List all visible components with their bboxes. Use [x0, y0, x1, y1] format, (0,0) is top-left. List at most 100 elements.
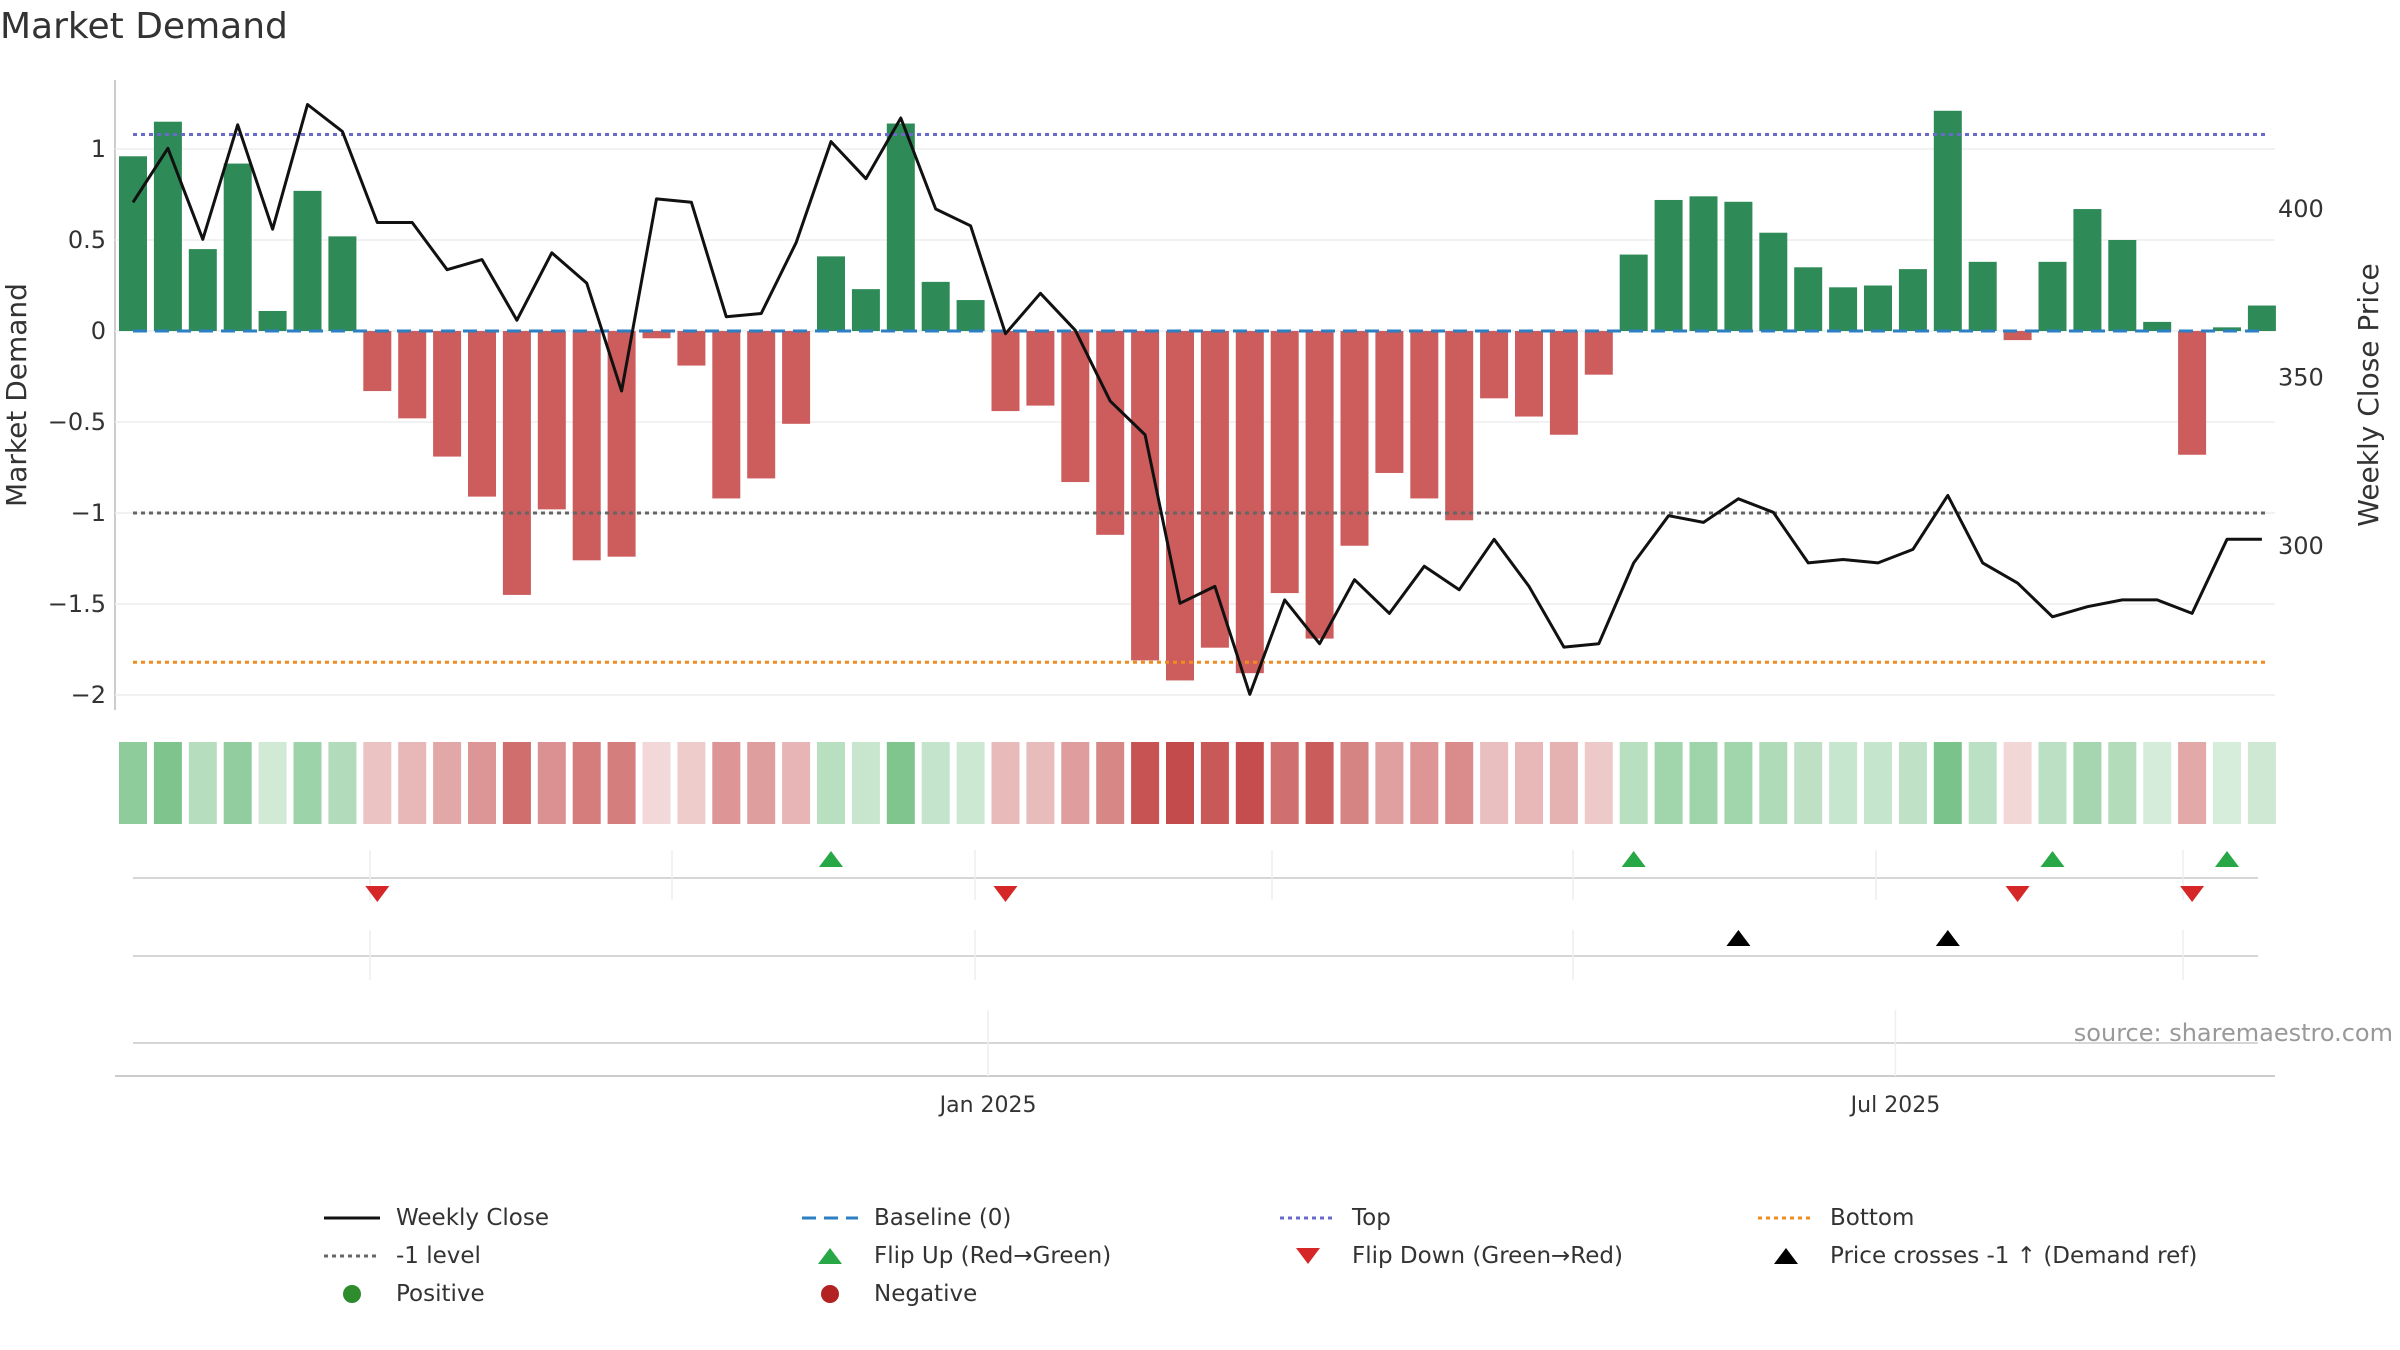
heat-cell: [1270, 742, 1299, 824]
legend-item-top: Top: [1278, 1200, 1391, 1236]
demand-bar: [223, 163, 252, 331]
demand-bar: [886, 123, 915, 332]
heat-cell: [607, 742, 636, 824]
heat-cell: [1584, 742, 1613, 824]
heat-cell: [293, 742, 322, 824]
demand-bar: [1410, 331, 1439, 499]
legend-label: Weekly Close: [396, 1205, 549, 1231]
demand-bar: [1689, 196, 1718, 331]
heat-cell: [1235, 742, 1264, 824]
dotted-line-icon: [1280, 1216, 1336, 1220]
heat-cell: [1480, 742, 1509, 824]
y-tick-label: −2: [71, 681, 106, 709]
demand-bar: [1724, 201, 1753, 331]
demand-bar: [2213, 327, 2241, 331]
heat-cell: [991, 742, 1020, 824]
heat-cell: [2108, 742, 2137, 824]
y-tick-label: −1.5: [48, 590, 106, 618]
heat-cell: [2213, 742, 2241, 824]
legend-label: Positive: [396, 1281, 485, 1307]
heat-cell: [1375, 742, 1404, 824]
heat-cell: [223, 742, 252, 824]
legend-label: Top: [1352, 1205, 1391, 1231]
demand-bar: [572, 331, 601, 561]
heat-cell: [1864, 742, 1892, 824]
demand-bar: [1340, 331, 1369, 546]
flip-down-marker: [2180, 886, 2205, 902]
heat-cell: [468, 742, 496, 824]
heat-cell: [2003, 742, 2032, 824]
legend-item-negative: Negative: [800, 1276, 977, 1312]
demand-bar: [1026, 331, 1055, 406]
flip-down-marker: [2005, 886, 2030, 902]
heat-cell: [1724, 742, 1753, 824]
heat-cell: [1968, 742, 1997, 824]
legend-item-weekly-close: Weekly Close: [322, 1200, 549, 1236]
heat-cell: [1933, 742, 1962, 824]
x-tick-label: Jan 2025: [938, 1093, 1037, 1118]
demand-bar: [328, 236, 357, 331]
demand-bar: [1549, 331, 1578, 435]
demand-bar: [258, 310, 287, 331]
demand-bar: [468, 331, 496, 497]
demand-bar: [2108, 240, 2137, 331]
dotted-line-icon: [1758, 1216, 1814, 1220]
legend-item-bottom: Bottom: [1756, 1200, 1914, 1236]
y-tick-label: 0: [91, 317, 106, 345]
weekly-close-line: [131, 103, 2262, 696]
demand-bar: [1654, 199, 1683, 331]
demand-bar: [2003, 331, 2032, 341]
heat-cell: [119, 742, 147, 824]
source-label: source: sharemaestro.com: [2074, 1019, 2393, 1047]
heat-cell: [851, 742, 880, 824]
demand-bar: [537, 331, 566, 510]
heat-cell: [886, 742, 915, 824]
heat-cell: [537, 742, 566, 824]
legend-label: Flip Down (Green→Red): [1352, 1243, 1623, 1269]
demand-bar: [607, 331, 636, 557]
demand-bar: [119, 156, 147, 331]
legend-label: Negative: [874, 1281, 978, 1307]
demand-bar: [2038, 261, 2067, 331]
heat-cell: [1549, 742, 1578, 824]
heat-cell: [747, 742, 776, 824]
demand-bar: [153, 121, 182, 331]
flip-down-marker: [993, 886, 1018, 902]
heat-cell: [817, 742, 845, 824]
legend-label: Bottom: [1830, 1205, 1915, 1231]
flip-up-marker: [2215, 851, 2239, 867]
y2-tick-label: 350: [2278, 364, 2324, 392]
heat-cell: [1654, 742, 1683, 824]
flip-up-marker: [1621, 851, 1646, 867]
legend-item-baseline: Baseline (0): [800, 1200, 1011, 1236]
y-tick-label: 0.5: [68, 226, 106, 254]
price-cross-marker: [1726, 930, 1751, 946]
legend-item-positive: Positive: [322, 1276, 485, 1312]
demand-bar: [398, 331, 427, 419]
y2-tick-label: 400: [2278, 195, 2324, 223]
heat-cell: [1515, 742, 1543, 824]
heat-cell: [1829, 742, 1858, 824]
heat-cell: [328, 742, 357, 824]
demand-bar: [1619, 254, 1648, 331]
heat-cell: [2143, 742, 2172, 824]
demand-bar: [1515, 331, 1543, 417]
circle-icon: [343, 1285, 361, 1303]
demand-bar: [2143, 321, 2172, 331]
legend-label: Baseline (0): [874, 1205, 1012, 1231]
demand-bar: [1445, 331, 1474, 521]
heat-cell: [782, 742, 811, 824]
heat-cell: [2178, 742, 2207, 824]
demand-bar: [991, 331, 1020, 412]
demand-bar: [1061, 331, 1090, 483]
demand-bar: [817, 256, 845, 331]
heat-cell: [2247, 742, 2276, 824]
legend-item-flip-up: Flip Up (Red→Green): [800, 1238, 1111, 1274]
demand-bar: [1270, 331, 1299, 594]
heat-cell: [363, 742, 392, 824]
heat-cell: [1445, 742, 1474, 824]
triangle-up-icon: [1774, 1248, 1798, 1264]
heat-cell: [1305, 742, 1334, 824]
demand-bar: [2073, 209, 2102, 331]
